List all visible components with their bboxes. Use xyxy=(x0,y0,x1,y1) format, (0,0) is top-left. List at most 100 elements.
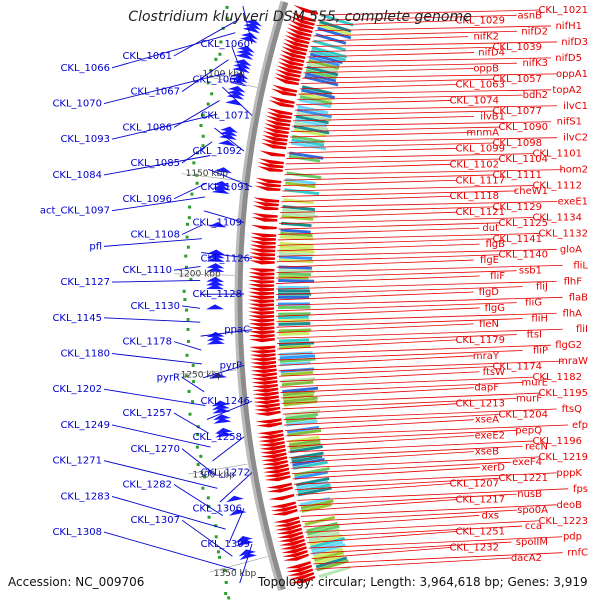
left-gene-label: CKL_1085 xyxy=(130,158,180,169)
right-gene-label: CKL_1099 xyxy=(455,143,505,154)
right-gene-label: pppK xyxy=(556,468,582,479)
rna-mark xyxy=(202,135,205,138)
forward-gene-mark xyxy=(250,241,276,245)
right-gene-label: fleN xyxy=(479,319,499,330)
right-gene-label: exeE2 xyxy=(475,431,505,442)
rna-mark xyxy=(186,328,189,331)
forward-gene-mark xyxy=(249,260,275,264)
forward-gene-mark xyxy=(249,248,275,252)
right-gene-label: bdh2 xyxy=(523,90,548,101)
right-gene-label: CKL_1125 xyxy=(498,218,548,229)
right-leader-line xyxy=(279,223,501,229)
forward-gene-mark xyxy=(250,361,276,366)
left-gene-label: CKL_1178 xyxy=(122,337,172,348)
scale-label: 1250 kbp xyxy=(181,370,224,380)
scale-label: 1350 kbp xyxy=(214,569,257,579)
right-gene-label: ftsI xyxy=(527,330,542,341)
rna-mark xyxy=(218,53,221,56)
right-gene-label: flhF xyxy=(564,276,583,287)
forward-gene-mark xyxy=(248,300,274,304)
left-gene-label: CKL_1306 xyxy=(192,503,242,514)
right-gene-label: mraW xyxy=(558,356,588,367)
right-gene-label: ilvB1 xyxy=(480,111,505,122)
left-leader-line xyxy=(104,318,200,322)
right-gene-label: CKL_1251 xyxy=(455,526,505,537)
right-gene-label: CKL_1232 xyxy=(449,542,499,553)
forward-gene-mark xyxy=(249,252,275,256)
forward-gene-mark xyxy=(249,256,275,260)
right-gene-label: CKL_1221 xyxy=(498,473,548,484)
right-gene-label: dxs xyxy=(482,510,499,521)
left-gene-label: act_CKL_1097 xyxy=(40,206,110,217)
left-gene-label: CKL_1272 xyxy=(200,468,250,479)
right-gene-label: nifS1 xyxy=(557,117,582,128)
rna-mark xyxy=(187,246,190,249)
accession-text: Accession: NC_009706 xyxy=(8,575,144,589)
right-leader-line xyxy=(298,90,551,94)
right-gene-label: fps xyxy=(573,484,588,495)
right-gene-label: murF xyxy=(516,393,542,404)
rna-mark xyxy=(190,193,193,196)
rna-mark xyxy=(184,255,187,258)
right-gene-label: CKL_1213 xyxy=(455,399,505,410)
right-gene-label: CKL_1217 xyxy=(455,494,505,505)
right-leader-line xyxy=(276,281,557,289)
reverse-gene-mark xyxy=(225,99,243,106)
right-gene-label: fliL xyxy=(573,260,588,271)
right-gene-label: CKL_1090 xyxy=(498,122,548,133)
right-gene-label: deoB xyxy=(557,500,583,511)
forward-gene-mark xyxy=(269,96,294,104)
right-gene-label: flgB xyxy=(485,239,505,250)
left-gene-label: CKL_1307 xyxy=(130,515,180,526)
right-gene-label: rnfC xyxy=(567,548,588,559)
right-gene-label: ilvC2 xyxy=(563,133,588,144)
right-gene-label: CKL_1207 xyxy=(449,479,499,490)
forward-gene-mark xyxy=(248,276,274,280)
left-gene-label: CKL_1062 xyxy=(192,75,242,86)
left-gene-label: pfl xyxy=(89,241,102,252)
right-gene-label: flgG xyxy=(485,303,505,314)
right-gene-label: hom2 xyxy=(559,165,588,176)
right-gene-label: fliJ xyxy=(536,282,548,293)
right-gene-label: flaB xyxy=(569,292,588,303)
forward-gene-mark xyxy=(259,150,285,156)
left-gene-label: CKL_1258 xyxy=(192,432,242,443)
forward-gene-mark xyxy=(250,244,276,248)
rna-mark xyxy=(186,236,189,239)
right-gene-label: CKL_1223 xyxy=(538,516,588,527)
rna-mark xyxy=(191,400,194,403)
left-gene-label: CKL_1308 xyxy=(52,527,102,538)
forward-gene-mark xyxy=(248,296,274,300)
forward-gene-mark xyxy=(248,288,274,292)
right-gene-label: nifK3 xyxy=(522,58,548,69)
right-gene-label: xseB xyxy=(475,447,499,458)
right-gene-label: ftsW xyxy=(483,367,505,378)
forward-gene-mark xyxy=(248,330,274,334)
forward-gene-mark xyxy=(252,213,278,218)
forward-gene-mark xyxy=(250,353,276,357)
left-gene-label: CKL_1127 xyxy=(60,277,110,288)
rna-mark xyxy=(197,463,200,466)
rna-mark xyxy=(192,161,195,164)
right-gene-label: CKL_1219 xyxy=(538,452,588,463)
rna-mark xyxy=(196,446,199,449)
gc-band-segment xyxy=(286,171,321,179)
right-leader-line xyxy=(300,84,458,88)
right-gene-label: nifD4 xyxy=(478,48,505,59)
right-gene-label: fliG xyxy=(525,298,542,309)
forward-gene-mark xyxy=(248,311,274,315)
left-leader-line xyxy=(104,73,225,103)
left-gene-label: CKL_1084 xyxy=(52,170,102,181)
rna-mark xyxy=(201,487,204,490)
forward-gene-mark xyxy=(250,237,276,242)
forward-gene-mark xyxy=(249,268,275,272)
left-gene-label: CKL_1246 xyxy=(200,396,250,407)
rna-mark xyxy=(227,596,230,599)
right-gene-label: nifD3 xyxy=(561,37,588,48)
scale-label: 1150 kbp xyxy=(186,169,229,179)
forward-gene-mark xyxy=(248,307,274,311)
forward-gene-mark xyxy=(249,346,275,350)
left-gene-label: CKL_1283 xyxy=(60,491,110,502)
rna-mark xyxy=(187,340,190,343)
left-gene-label: CKL_1282 xyxy=(122,479,172,490)
